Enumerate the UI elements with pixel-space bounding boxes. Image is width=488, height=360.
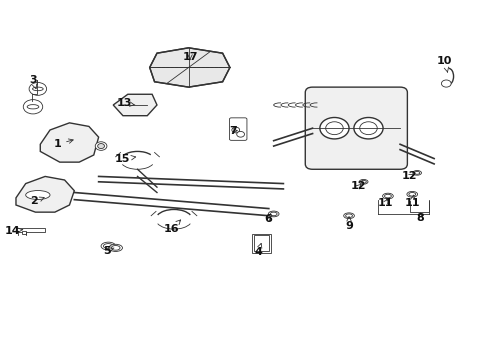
Text: 14: 14 [4,226,23,236]
Text: 10: 10 [436,57,451,72]
Circle shape [319,117,348,139]
Ellipse shape [268,211,279,217]
Text: 5: 5 [103,246,114,256]
Circle shape [236,131,244,137]
Ellipse shape [384,194,390,198]
Ellipse shape [408,193,415,196]
Polygon shape [113,94,157,116]
Text: 4: 4 [254,243,262,257]
Text: 1: 1 [53,139,73,149]
Circle shape [231,127,239,133]
Bar [22,231,26,234]
FancyBboxPatch shape [305,87,407,169]
Text: 15: 15 [114,154,135,164]
Ellipse shape [360,180,366,183]
Ellipse shape [103,244,113,249]
Text: 16: 16 [163,220,180,234]
Bar [16,228,45,232]
Text: 12: 12 [350,181,366,192]
Ellipse shape [382,193,392,199]
Ellipse shape [412,171,421,175]
Text: 8: 8 [416,212,424,222]
Ellipse shape [101,242,116,250]
Text: 12: 12 [401,171,417,181]
Ellipse shape [359,180,367,184]
Ellipse shape [109,244,122,251]
Ellipse shape [343,213,354,219]
Text: 3: 3 [29,75,37,89]
Ellipse shape [27,105,39,109]
Text: 7: 7 [229,126,237,136]
Circle shape [98,144,104,149]
Polygon shape [40,123,99,162]
Text: 17: 17 [182,52,197,62]
Text: 11: 11 [377,198,392,208]
Text: 9: 9 [345,217,352,231]
Text: 6: 6 [264,214,271,224]
Ellipse shape [345,214,352,217]
Circle shape [441,80,450,87]
Polygon shape [16,176,74,212]
Ellipse shape [406,192,417,197]
Bar [254,235,268,251]
Polygon shape [149,48,229,87]
Circle shape [353,117,382,139]
Bar [251,234,271,253]
Circle shape [23,100,42,114]
FancyBboxPatch shape [229,118,246,140]
Text: 2: 2 [31,197,44,206]
Text: 11: 11 [404,195,419,208]
Ellipse shape [32,87,43,91]
Circle shape [95,142,107,150]
Ellipse shape [270,212,277,216]
Circle shape [359,122,376,135]
Circle shape [29,82,46,95]
Ellipse shape [111,246,120,250]
Text: 13: 13 [117,98,135,108]
Circle shape [325,122,343,135]
Ellipse shape [26,190,50,199]
Ellipse shape [414,171,419,174]
